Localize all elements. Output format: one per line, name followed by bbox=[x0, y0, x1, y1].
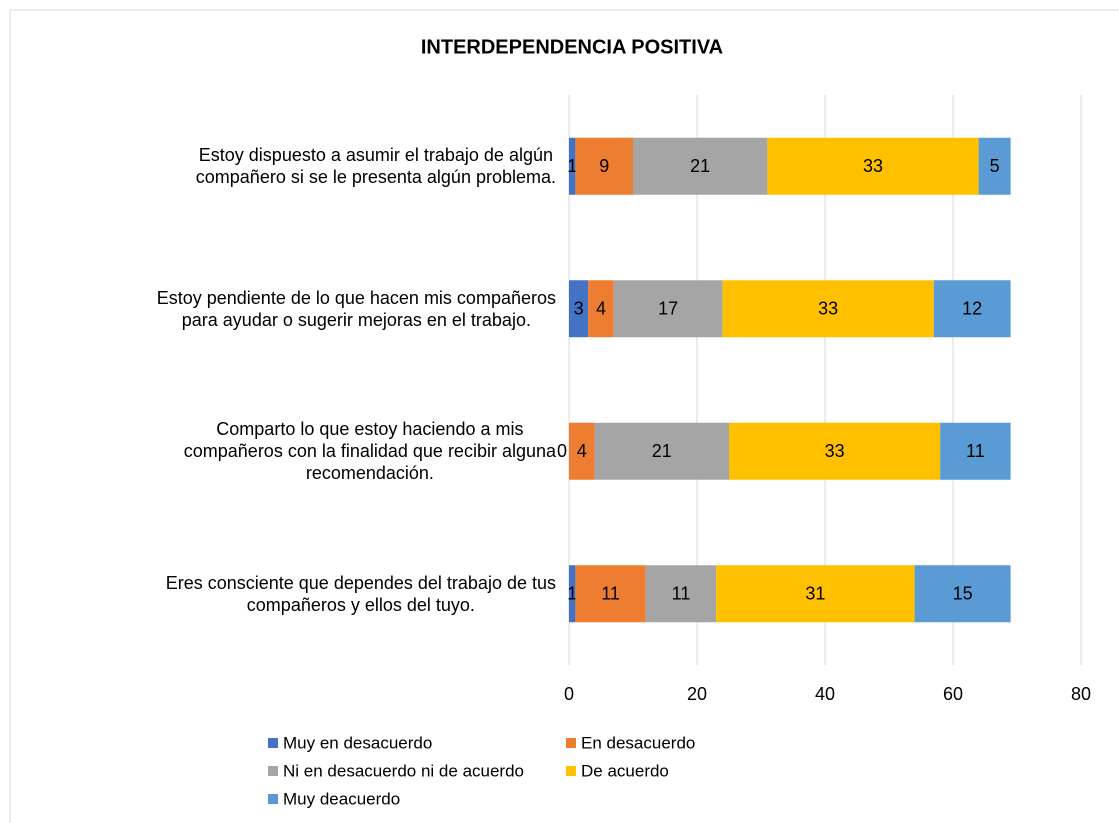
x-tick-label: 60 bbox=[943, 684, 963, 704]
data-label: 5 bbox=[990, 156, 1000, 176]
data-label: 17 bbox=[658, 299, 678, 319]
legend-swatch bbox=[566, 766, 576, 776]
bar-segment bbox=[569, 280, 589, 338]
bar-segment bbox=[575, 565, 646, 623]
data-label: 21 bbox=[690, 156, 710, 176]
data-label: 15 bbox=[953, 584, 973, 604]
legend-label: Muy en desacuerdo bbox=[283, 733, 432, 752]
bar-segment bbox=[716, 565, 915, 623]
bar-segment bbox=[722, 280, 934, 338]
data-label: 1 bbox=[567, 584, 577, 604]
data-label: 1 bbox=[567, 156, 577, 176]
bar-segment bbox=[978, 137, 1011, 195]
data-label: 11 bbox=[966, 441, 985, 461]
data-label: 21 bbox=[652, 441, 672, 461]
chart-title: INTERDEPENDENCIA POSITIVA bbox=[421, 36, 723, 58]
bar-segment bbox=[633, 137, 768, 195]
bar-segment bbox=[569, 422, 595, 480]
legend-label: Muy deacuerdo bbox=[283, 789, 400, 808]
data-label: 3 bbox=[574, 299, 584, 319]
legend-swatch bbox=[268, 794, 278, 804]
data-label: 11 bbox=[601, 584, 620, 604]
bar-segment bbox=[594, 422, 729, 480]
bar-segment bbox=[575, 137, 633, 195]
x-tick-label: 20 bbox=[687, 684, 707, 704]
data-label: 33 bbox=[825, 441, 845, 461]
data-label: 0 bbox=[557, 441, 567, 461]
legend-label: De acuerdo bbox=[581, 761, 669, 780]
legend-label: Ni en desacuerdo ni de acuerdo bbox=[283, 761, 524, 780]
x-tick-label: 0 bbox=[564, 684, 574, 704]
bar-segment bbox=[569, 137, 576, 195]
category-label: Eres consciente que dependes del trabajo… bbox=[165, 572, 556, 615]
data-label: 4 bbox=[577, 441, 587, 461]
legend-swatch bbox=[566, 738, 576, 748]
bar-segment bbox=[729, 422, 941, 480]
bar-segment bbox=[940, 422, 1011, 480]
data-label: 9 bbox=[599, 156, 609, 176]
bar-segment bbox=[914, 565, 1011, 623]
bar-segment bbox=[767, 137, 979, 195]
data-label: 11 bbox=[672, 584, 691, 604]
category-label: Comparto lo que estoy haciendo a mis com… bbox=[183, 419, 556, 484]
bar-segment bbox=[645, 565, 717, 623]
bar-segment bbox=[588, 280, 614, 338]
category-label: Estoy dispuesto a asumir el trabajo de a… bbox=[195, 145, 556, 188]
data-label: 4 bbox=[596, 299, 606, 319]
data-label: 12 bbox=[962, 299, 982, 319]
legend-label: En desacuerdo bbox=[581, 733, 695, 752]
bar-segment bbox=[569, 565, 576, 623]
bar-segment bbox=[613, 280, 723, 338]
data-label: 33 bbox=[863, 156, 883, 176]
legend-swatch bbox=[268, 738, 278, 748]
data-label: 31 bbox=[805, 584, 825, 604]
legend-swatch bbox=[268, 766, 278, 776]
x-tick-label: 80 bbox=[1071, 684, 1091, 704]
x-tick-label: 40 bbox=[815, 684, 835, 704]
category-label: Estoy pendiente de lo que hacen mis comp… bbox=[156, 287, 556, 330]
bar-segment bbox=[933, 280, 1011, 338]
data-label: 33 bbox=[818, 299, 838, 319]
